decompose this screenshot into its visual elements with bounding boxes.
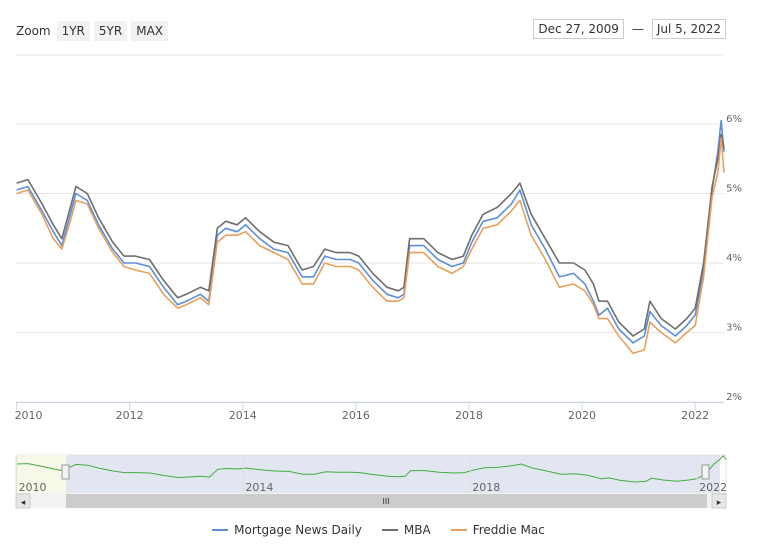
- navigator-series-line: [16, 455, 727, 483]
- x-tick-label: 2012: [116, 409, 144, 422]
- legend-swatch: [212, 529, 229, 531]
- legend-label: Freddie Mac: [472, 523, 545, 537]
- x-tick-label: 2018: [455, 409, 483, 422]
- y-tick-label: 3%: [726, 323, 742, 334]
- scrollbar-left-button[interactable]: [15, 493, 31, 509]
- legend-label: MBA: [403, 523, 431, 537]
- date-range-selector: Dec 27, 2009 — Jul 5, 2022: [533, 19, 726, 39]
- scrollbar-right-button[interactable]: [711, 493, 727, 509]
- legend-label: Mortgage News Daily: [234, 523, 362, 537]
- x-tick-label: 2016: [342, 409, 370, 422]
- zoom-max-button[interactable]: MAX: [131, 21, 169, 41]
- series-line-mba: [16, 133, 725, 337]
- navigator-label: 2022: [699, 481, 727, 494]
- navigator-unselected-left: [16, 455, 66, 493]
- zoom-toolbar: Zoom 1YR 5YR MAX: [16, 20, 172, 42]
- navigator-label: 2014: [245, 481, 273, 494]
- zoom-label: Zoom: [16, 24, 51, 38]
- navigator-label: 2010: [19, 481, 47, 494]
- navigator-label: 2018: [472, 481, 500, 494]
- y-tick-label: 6%: [726, 114, 742, 125]
- legend-item[interactable]: MBA: [381, 523, 431, 537]
- range-start-input[interactable]: Dec 27, 2009: [533, 19, 624, 39]
- x-tick-label: 2022: [681, 409, 709, 422]
- zoom-5yr-button[interactable]: 5YR: [93, 21, 128, 41]
- y-tick-label: 5%: [726, 184, 742, 195]
- navigator-handle-left: [61, 464, 70, 480]
- legend-item[interactable]: Freddie Mac: [450, 523, 545, 537]
- chevron-right-icon: ▸: [717, 498, 722, 508]
- range-end-input[interactable]: Jul 5, 2022: [651, 19, 726, 39]
- x-tick-label: 2010: [15, 409, 43, 422]
- legend-item[interactable]: Mortgage News Daily: [212, 523, 362, 537]
- navigator-handle-right: [701, 464, 710, 480]
- range-separator: —: [631, 22, 644, 36]
- navigator-selected-range: [66, 455, 720, 493]
- zoom-1yr-button[interactable]: 1YR: [56, 21, 90, 41]
- chevron-left-icon: ◂: [21, 498, 26, 508]
- scrollbar-grip-icon: III: [382, 497, 389, 506]
- legend-swatch: [450, 529, 467, 531]
- x-tick-label: 2014: [229, 409, 257, 422]
- y-tick-label: 2%: [726, 392, 742, 403]
- chart-legend: Mortgage News Daily MBA Freddie Mac: [0, 523, 757, 537]
- scrollbar-thumb[interactable]: [66, 494, 707, 508]
- legend-swatch: [381, 529, 398, 531]
- x-tick-label: 2020: [568, 409, 596, 422]
- y-tick-label: 4%: [726, 253, 742, 264]
- series-line-mortgage-news-daily: [16, 119, 725, 344]
- series-line-freddie-mac: [16, 137, 725, 355]
